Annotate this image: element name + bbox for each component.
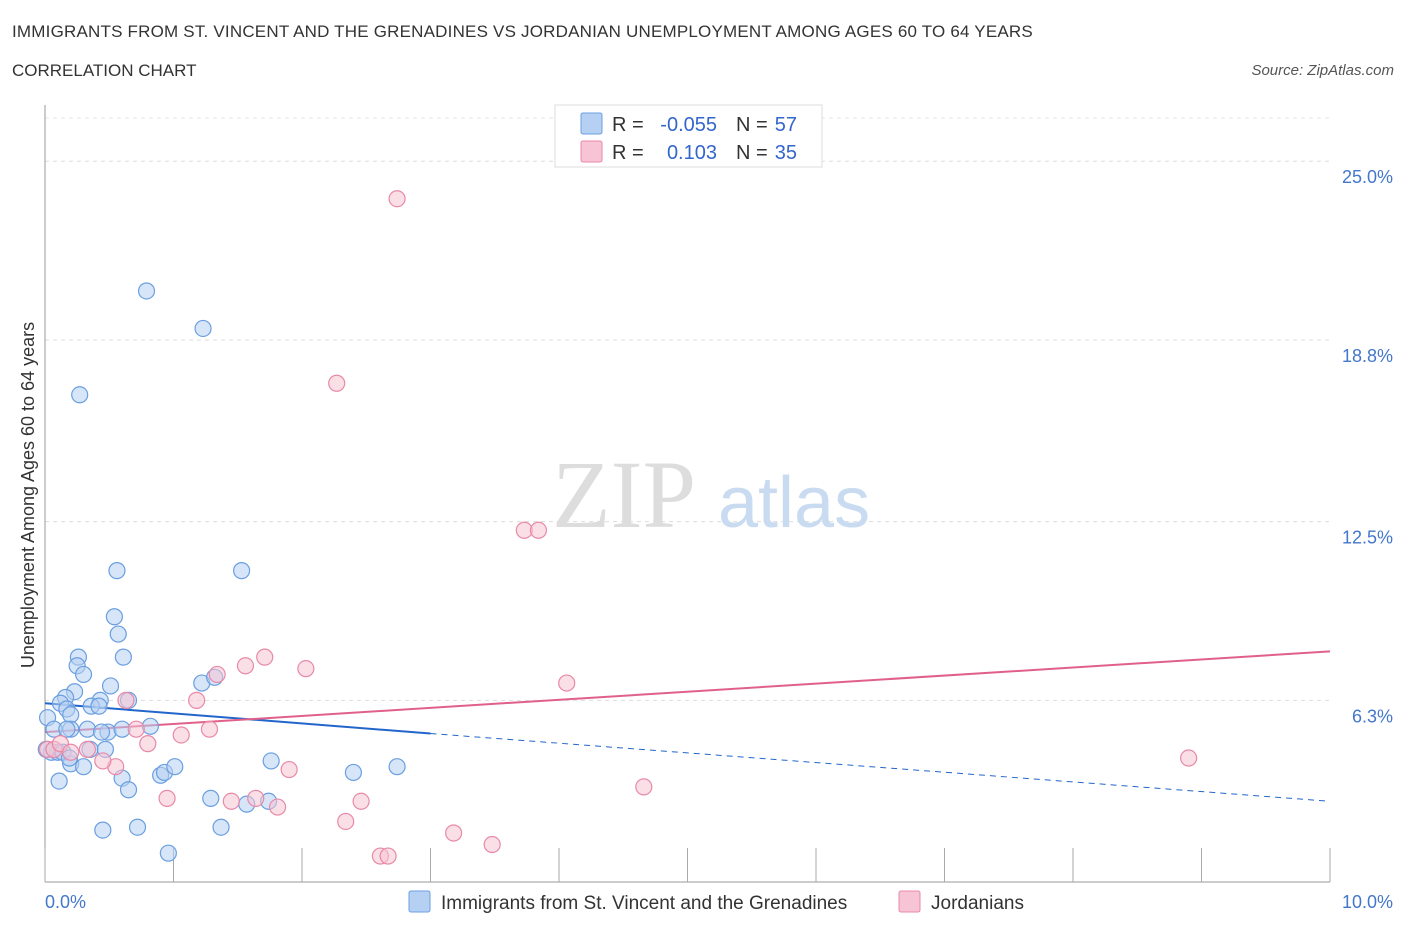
x-tick-label-0: 0.0% [45, 892, 86, 912]
bottom-legend-swatch-blue [408, 890, 431, 913]
legend-swatch-pink [580, 140, 603, 163]
point-blue-44 [166, 758, 184, 776]
bottom-legend-label-1: Jordanians [931, 893, 1024, 914]
point-pink-8 [558, 674, 576, 692]
point-pink-6 [297, 660, 315, 678]
point-blue-3 [108, 562, 126, 580]
point-pink-18 [78, 740, 97, 758]
point-blue-27 [78, 720, 97, 738]
point-pink-22 [280, 760, 298, 779]
bottom-legend-swatch-pink [898, 890, 921, 913]
point-blue-49 [212, 818, 230, 836]
point-pink-13 [172, 726, 190, 744]
legend-r-value-1: 0.103 [667, 142, 717, 164]
point-pink-1 [328, 374, 346, 392]
point-pink-25 [158, 789, 176, 807]
point-blue-22 [62, 706, 80, 724]
trend-line-blue [44, 702, 431, 735]
point-blue-39 [50, 772, 68, 790]
point-pink-30 [337, 812, 355, 831]
y-tick-label-2: 12.5% [1342, 528, 1393, 548]
point-pink-27 [247, 789, 265, 807]
legend-n-label-0: N = [736, 114, 768, 136]
point-blue-55 [92, 723, 111, 741]
point-blue-26 [58, 720, 76, 738]
point-blue-45 [262, 752, 280, 770]
watermark: ZIP atlas [552, 441, 870, 548]
point-blue-30 [141, 717, 159, 735]
point-blue-46 [344, 763, 362, 782]
trend-lines [44, 650, 1331, 802]
point-pink-26 [222, 792, 240, 810]
watermark-atlas: atlas [718, 463, 870, 543]
point-pink-5 [236, 657, 255, 675]
point-blue-52 [94, 821, 112, 839]
point-blue-48 [202, 789, 220, 807]
point-blue-38 [74, 758, 93, 776]
point-pink-20 [94, 752, 112, 770]
point-blue-1 [194, 319, 212, 338]
chart-source: Source: ZipAtlas.com [1251, 62, 1394, 79]
legend-swatch-blue [580, 112, 603, 135]
point-pink-23 [635, 778, 653, 796]
point-blue-5 [105, 608, 123, 626]
point-blue-11 [101, 677, 120, 695]
y-tick-label-0: 25.0% [1342, 167, 1393, 187]
legend-r-label-1: R = [612, 142, 644, 164]
chart-title: IMMIGRANTS FROM ST. VINCENT AND THE GREN… [12, 22, 1033, 41]
data-points [37, 190, 1198, 865]
point-blue-47 [388, 758, 406, 776]
legend-r-value-0: -0.055 [660, 114, 717, 136]
y-axis-label: Unemployment Among Ages 60 to 64 years [18, 322, 38, 668]
x-tick-labels: 0.0% 10.0% [45, 892, 1393, 912]
point-pink-21 [139, 735, 157, 753]
point-blue-53 [128, 818, 147, 836]
point-pink-24 [1180, 749, 1198, 767]
point-blue-20 [90, 697, 108, 715]
point-pink-28 [268, 798, 287, 816]
point-pink-17 [62, 743, 80, 761]
watermark-zip: ZIP [552, 441, 696, 548]
bottom-legend: Immigrants from St. Vincent and the Gren… [408, 890, 1024, 914]
point-pink-4 [256, 648, 274, 666]
point-pink-7 [208, 665, 226, 684]
bottom-legend-label-0: Immigrants from St. Vincent and the Gren… [441, 893, 847, 914]
y-tick-label-3: 6.3% [1352, 706, 1393, 726]
point-pink-0 [388, 190, 406, 208]
point-blue-0 [137, 282, 156, 300]
point-pink-11 [127, 720, 145, 738]
x-tick-label-1: 10.0% [1342, 892, 1393, 912]
point-blue-4 [233, 562, 251, 580]
point-pink-32 [483, 835, 501, 854]
point-blue-10 [74, 665, 93, 684]
legend-n-label-1: N = [736, 142, 768, 164]
trend-line-pink [44, 650, 1331, 734]
point-pink-10 [188, 691, 206, 709]
point-pink-34 [379, 847, 397, 865]
y-tick-label-1: 18.8% [1342, 346, 1393, 366]
grid-lines [45, 117, 1330, 701]
point-pink-3 [529, 521, 548, 539]
point-pink-29 [352, 792, 370, 810]
chart-subtitle: CORRELATION CHART [12, 61, 197, 80]
point-blue-6 [109, 625, 127, 643]
legend-n-value-0: 57 [775, 114, 797, 136]
axes [44, 105, 1331, 883]
point-pink-9 [117, 691, 135, 709]
legend-n-value-1: 35 [775, 142, 797, 164]
legend: R = -0.055 N = 57 R = 0.103 N = 35 [554, 104, 823, 168]
point-blue-7 [114, 648, 132, 666]
point-pink-12 [200, 720, 219, 738]
y-tick-labels: 25.0% 18.8% 12.5% 6.3% [1342, 167, 1393, 726]
point-blue-41 [119, 781, 138, 799]
point-pink-31 [445, 824, 463, 842]
legend-r-label-0: R = [612, 114, 644, 136]
trend-line-dashed-blue [430, 733, 1331, 802]
point-blue-2 [71, 386, 89, 404]
point-blue-54 [159, 844, 177, 862]
